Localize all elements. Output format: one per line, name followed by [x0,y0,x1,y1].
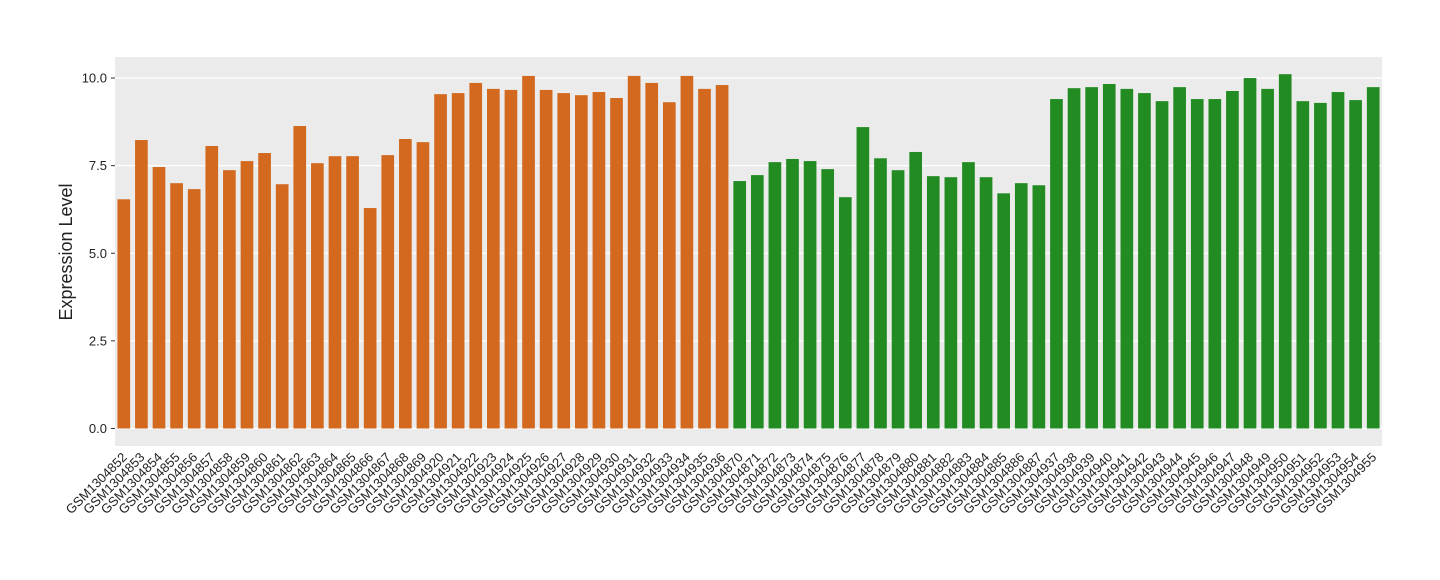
bar [715,85,729,429]
bar [1278,74,1292,429]
bar [1261,88,1274,429]
bar [1331,92,1345,429]
bar [363,208,377,429]
bar [1014,183,1028,429]
y-axis-title: Expression Level [56,183,76,320]
bar [1296,101,1310,429]
bar [1226,90,1239,429]
y-tick-label: 5.0 [89,246,107,261]
bar [522,75,535,429]
bar [504,89,518,429]
bar [557,93,571,429]
bar [346,156,359,429]
bar [170,183,183,429]
bar [979,177,993,429]
y-tick-label: 0.0 [89,421,107,436]
bar [733,181,747,429]
bar [1314,102,1327,429]
bar [698,88,711,429]
bar [187,189,201,429]
plot-panel [115,57,1382,446]
bar [1067,88,1081,429]
bar [1243,78,1257,429]
bar [680,75,694,429]
bar [926,176,940,429]
bar [1155,101,1169,429]
bar [944,177,958,429]
bar [1102,83,1116,429]
bar [1120,88,1134,429]
bar [768,162,782,429]
bar [328,156,342,429]
bar [786,158,799,429]
bar [1366,87,1380,429]
bar [645,82,659,429]
bar [803,161,817,429]
bar [1085,87,1098,429]
bar [434,94,447,429]
bar [627,75,641,429]
bar [135,140,148,429]
y-tick-label: 10.0 [82,71,107,86]
bar [997,193,1010,429]
bar [1208,99,1222,429]
bar [539,89,553,429]
bar [293,126,307,429]
bar [821,169,835,429]
bar [1173,87,1186,429]
bar [1190,99,1204,429]
bar [416,142,430,429]
bar [750,175,764,429]
bar [223,170,236,429]
y-tick-label: 2.5 [89,333,107,348]
bar [891,170,905,429]
bar [592,92,606,429]
bar [1138,93,1151,429]
bar [574,95,588,429]
bar [451,93,465,429]
bar [469,82,483,429]
bar [240,161,254,429]
bar [1050,99,1063,429]
bar [838,197,852,429]
bar [909,151,923,429]
bar [1349,100,1362,429]
bar [152,167,166,429]
bar [117,199,131,429]
y-tick-label: 7.5 [89,158,107,173]
bar [856,127,870,429]
bar [610,98,623,429]
bar [275,184,289,429]
bar [381,155,395,429]
bar [1032,185,1046,429]
bar [205,146,219,429]
bar [487,88,500,429]
bar [399,139,412,429]
bar [662,102,676,429]
bar [962,162,975,429]
bar [311,163,324,429]
bar [258,153,271,429]
bar [874,158,887,429]
